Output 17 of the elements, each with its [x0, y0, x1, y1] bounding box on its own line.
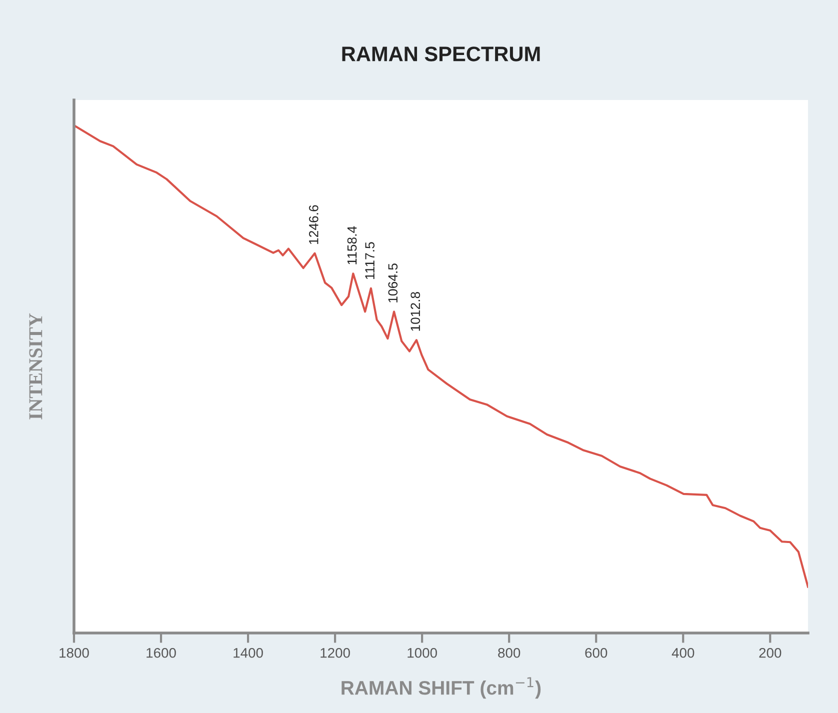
- x-tick-label: 600: [585, 648, 608, 658]
- x-tick-label: 200: [759, 648, 782, 658]
- chart-title: RAMAN SPECTRUM: [342, 46, 540, 62]
- annotation: 1158.4: [347, 226, 357, 264]
- annotation: 1246.6: [308, 205, 318, 244]
- annotation: 1012.8: [410, 292, 420, 331]
- x-tick-label: 1800: [60, 648, 89, 658]
- x-axis-title: RAMAN SHIFT (cm$^{−1}$): [342, 677, 541, 699]
- annotation: 1064.5: [388, 264, 398, 302]
- x-tick-label: 400: [672, 648, 694, 658]
- x-tick-label: 1200: [320, 648, 350, 658]
- x-tick-label: 1400: [234, 648, 263, 658]
- x-tick-label: 1000: [408, 648, 437, 658]
- annotation: 1117.5: [365, 242, 374, 279]
- x-tick-label: 800: [498, 648, 520, 658]
- y-axis-title: INTENSITY: [29, 313, 42, 420]
- x-tick-label: 1600: [146, 648, 176, 658]
